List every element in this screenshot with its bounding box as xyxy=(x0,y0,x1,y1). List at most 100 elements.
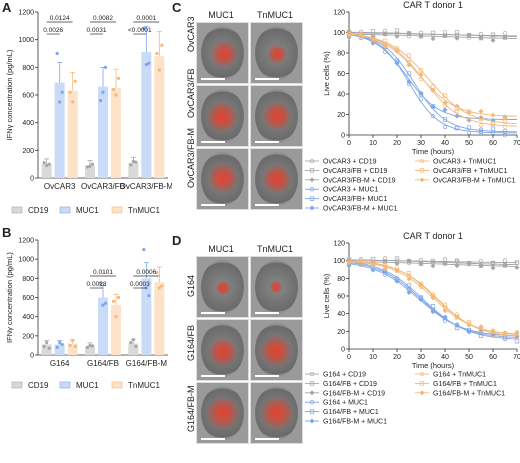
p-value-label: 0.0124 xyxy=(50,15,70,22)
y-axis-label: IFNγ concentration (pg/mL) xyxy=(5,49,14,140)
y-tick-label: 600 xyxy=(22,295,34,302)
data-point xyxy=(406,271,412,276)
category-label: OvCAR3/FB-M xyxy=(120,182,172,191)
data-point xyxy=(478,123,484,128)
data-point xyxy=(309,168,315,173)
data-point xyxy=(478,262,484,269)
data-point xyxy=(419,177,425,183)
data-point xyxy=(406,71,412,76)
data-point xyxy=(116,295,121,300)
x-tick-label: 10 xyxy=(369,140,377,147)
p-value-label: 0.0082 xyxy=(93,15,113,22)
fit-curve xyxy=(348,33,518,125)
data-point xyxy=(419,168,425,173)
data-point xyxy=(103,65,108,69)
data-point xyxy=(129,163,133,167)
image-row-label: G164 xyxy=(186,274,196,297)
data-point xyxy=(502,332,508,338)
data-point xyxy=(131,338,135,342)
y-tick-label: 100 xyxy=(333,258,345,265)
y-axis-label: IFNγ concentration (pg/mL) xyxy=(5,252,14,343)
legend-swatch xyxy=(11,206,23,214)
y-tick-label: 800 xyxy=(22,276,34,283)
data-point xyxy=(111,87,116,92)
data-point xyxy=(478,35,484,41)
data-point xyxy=(134,160,138,164)
image-row-label: G164/FB-M xyxy=(186,385,196,432)
data-point xyxy=(454,263,460,269)
data-point xyxy=(430,304,436,309)
y-tick-label: 60 xyxy=(337,294,345,301)
chart-d: CAR T donor 1 0 20 40 60 80 100 120 0 10 20 30 40 50 6… xyxy=(305,232,520,426)
p-value-label: 0.0101 xyxy=(93,269,113,276)
legend-swatch xyxy=(59,381,71,389)
data-point xyxy=(430,30,436,36)
y-tick-label: 1000 xyxy=(18,257,34,264)
data-point xyxy=(418,97,424,102)
category-label: G164 xyxy=(50,359,70,368)
data-point xyxy=(58,100,62,104)
data-point xyxy=(406,276,412,282)
data-point xyxy=(160,43,164,47)
data-point xyxy=(454,258,460,263)
legend-label: G164/FB + CD19 xyxy=(323,381,377,388)
data-point xyxy=(73,344,77,348)
image-row-label: OvCAR3 xyxy=(186,16,196,52)
data-point xyxy=(442,100,448,106)
data-point xyxy=(430,113,436,119)
data-point xyxy=(88,164,92,168)
data-point xyxy=(406,283,412,288)
legend-label: CD19 xyxy=(28,381,49,390)
legend-swatch xyxy=(111,381,123,389)
microscopy-image xyxy=(196,256,249,318)
legend-label: G164 + MUC1 xyxy=(323,400,368,407)
x-axis-label: Time (hours) xyxy=(412,147,455,156)
data-point xyxy=(103,301,108,305)
legend-label: CD19 xyxy=(28,206,49,215)
x-axis-label: Time (hours) xyxy=(412,361,455,370)
p-value-label: 0.0001 xyxy=(136,15,156,22)
data-point xyxy=(68,90,72,94)
x-tick-label: 20 xyxy=(393,140,401,147)
x-tick-label: 50 xyxy=(465,140,473,147)
data-point xyxy=(406,62,412,68)
bar xyxy=(98,86,108,178)
data-point xyxy=(466,329,472,335)
y-tick-label: 400 xyxy=(22,314,34,321)
microscopy-image xyxy=(196,85,249,147)
x-tick-label: 70 xyxy=(513,140,520,147)
data-point xyxy=(309,196,315,201)
x-tick-label: 0 xyxy=(347,140,351,147)
data-point xyxy=(129,340,133,345)
fit-curve xyxy=(348,33,518,127)
data-point xyxy=(309,381,315,386)
data-point xyxy=(514,260,520,265)
data-point xyxy=(466,110,472,116)
legend-label: G164/FB-M + TnMUC1 xyxy=(433,390,505,397)
bar xyxy=(141,52,152,178)
data-point xyxy=(394,256,400,261)
data-point xyxy=(370,36,376,42)
y-tick-label: 1000 xyxy=(18,37,34,44)
legend-label: TnMUC1 xyxy=(128,381,161,390)
fit-curve xyxy=(348,33,518,133)
microscopy-image xyxy=(250,85,303,147)
image-col-tnmuc1-d: TnMUC1 xyxy=(256,244,293,254)
data-point xyxy=(134,344,138,348)
data-point xyxy=(382,38,388,43)
data-point xyxy=(478,116,484,121)
y-tick-label: 20 xyxy=(337,329,345,336)
data-point xyxy=(478,324,484,330)
bar xyxy=(111,88,121,178)
data-point xyxy=(68,343,72,348)
legend-swatch xyxy=(111,206,123,214)
data-point xyxy=(466,32,472,38)
data-point xyxy=(309,390,315,396)
y-tick-label: 0 xyxy=(341,133,345,140)
x-tick-label: 40 xyxy=(441,140,449,147)
data-point xyxy=(394,267,400,273)
p-value-label: 0.0028 xyxy=(87,281,107,288)
data-point xyxy=(502,258,508,263)
microscopy-image xyxy=(250,148,303,210)
